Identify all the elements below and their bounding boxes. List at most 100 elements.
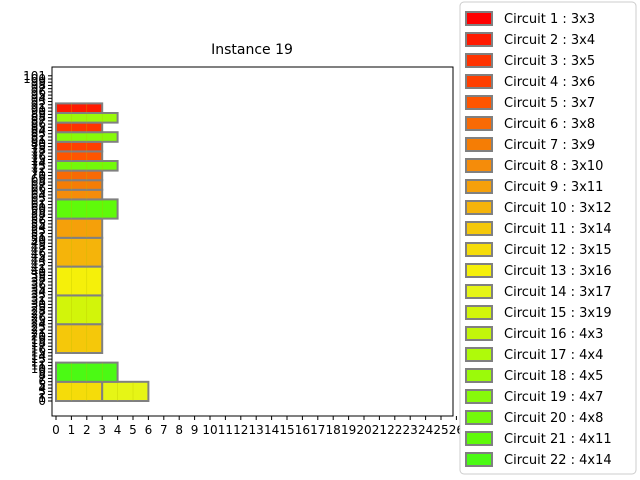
circuit-bar: [55, 150, 104, 162]
x-tick-label: 3: [98, 423, 106, 437]
y-tick-label: 37: [31, 275, 46, 289]
y-tick-label: 51: [31, 230, 46, 244]
x-tick-label: 11: [218, 423, 233, 437]
legend-label: Circuit 3 : 3x5: [504, 54, 595, 69]
legend-box: [459, 1, 637, 475]
circuit-bar: [55, 179, 104, 191]
legend-swatch: [465, 32, 493, 47]
legend-swatch: [465, 74, 493, 89]
y-tick-label: 46: [31, 246, 46, 260]
x-tick-label: 0: [52, 423, 60, 437]
legend-label: Circuit 18 : 4x5: [504, 369, 603, 384]
y-tick-label: 58: [31, 207, 46, 221]
legend-label: Circuit 9 : 3x11: [504, 180, 603, 195]
x-tick-label: 10: [202, 423, 217, 437]
x-tick-label: 22: [387, 423, 402, 437]
y-tick-label: 15: [31, 346, 46, 360]
x-tick-label: 25: [433, 423, 448, 437]
legend-swatch: [465, 389, 493, 404]
y-tick-label: 63: [31, 191, 46, 205]
x-tick-label: 5: [129, 423, 137, 437]
y-tick-label: 80: [31, 136, 46, 150]
legend-label: Circuit 20 : 4x8: [504, 411, 603, 426]
x-tick-label: 16: [295, 423, 310, 437]
y-tick-label: 75: [31, 153, 46, 167]
legend-swatch: [465, 305, 493, 320]
y-tick-label: 33: [31, 288, 46, 302]
y-tick-label: 64: [31, 188, 46, 202]
legend-label: Circuit 21 : 4x11: [504, 432, 612, 447]
y-tick-label: 86: [31, 117, 46, 131]
legend-label: Circuit 19 : 4x7: [504, 390, 603, 405]
circuit-bar: [55, 140, 104, 153]
x-tick-label: 13: [249, 423, 264, 437]
y-tick-label: 2: [38, 388, 46, 402]
legend-swatch: [465, 11, 493, 26]
legend-swatch: [465, 137, 493, 152]
y-tick-label: 56: [31, 214, 46, 228]
y-tick-label: 17: [31, 339, 46, 353]
y-tick-label: 24: [31, 317, 46, 331]
x-tick-label: 23: [403, 423, 418, 437]
legend-label: Circuit 17 : 4x4: [504, 348, 603, 363]
y-tick-label: 71: [31, 165, 46, 179]
legend-swatch: [465, 326, 493, 341]
y-tick-label: 76: [31, 149, 46, 163]
y-tick-label: 99: [31, 75, 46, 89]
plot-bars: [55, 102, 150, 402]
y-tick-label: 73: [31, 159, 46, 173]
y-tick-label: 39: [31, 268, 46, 282]
y-tick-label: 8: [38, 368, 46, 382]
circuit-bar: [55, 380, 104, 402]
y-tick-label: 72: [31, 162, 46, 176]
x-tick-label: 2: [83, 423, 91, 437]
y-tick-label: 52: [31, 227, 46, 241]
legend-swatch: [465, 221, 493, 236]
x-tick-label: 19: [341, 423, 356, 437]
y-tick-label: 69: [31, 172, 46, 186]
x-tick-label: 15: [279, 423, 294, 437]
legend-label: Circuit 1 : 3x3: [504, 12, 595, 27]
y-tick-label: 60: [31, 201, 46, 215]
plot-frame: [51, 66, 454, 417]
legend-swatch: [465, 158, 493, 173]
y-tick-label: 41: [31, 262, 46, 276]
y-tick-label: 96: [31, 85, 46, 99]
y-tick-label: 78: [31, 143, 46, 157]
y-tick-label: 68: [31, 175, 46, 189]
y-tick-label: 53: [31, 223, 46, 237]
y-tick-label: 20: [31, 330, 46, 344]
x-tick-label: 12: [233, 423, 248, 437]
legend: Circuit 1 : 3x3 Circuit 2 : 3x4 Circuit 3 …: [459, 1, 637, 475]
y-tick-label: 40: [31, 265, 46, 279]
y-tick-label: 5: [38, 378, 46, 392]
legend-swatch: [465, 53, 493, 68]
circuit-bar: [55, 265, 104, 297]
y-tick-label: 87: [31, 114, 46, 128]
legend-swatch: [465, 452, 493, 467]
legend-label: Circuit 22 : 4x14: [504, 453, 612, 468]
legend-label: Circuit 2 : 3x4: [504, 33, 595, 48]
y-tick-label: 88: [31, 111, 46, 125]
y-tick-label: 3: [38, 384, 46, 398]
y-tick-label: 54: [31, 220, 46, 234]
y-tick-label: 14: [31, 349, 46, 363]
y-tick-label: 57: [31, 210, 46, 224]
legend-label: Circuit 7 : 3x9: [504, 138, 595, 153]
legend-label: Circuit 13 : 3x16: [504, 264, 612, 279]
legend-label: Circuit 16 : 4x3: [504, 327, 603, 342]
y-tick-label: 38: [31, 272, 46, 286]
circuit-bar: [55, 294, 104, 326]
y-tick-label: 32: [31, 291, 46, 305]
x-tick-label: 6: [145, 423, 153, 437]
y-tick-label: 22: [31, 323, 46, 337]
y-tick-label: 10: [31, 362, 46, 376]
y-tick-label: 55: [31, 217, 46, 231]
y-tick-label: 12: [31, 355, 46, 369]
y-tick-label: 89: [31, 107, 46, 121]
legend-swatch: [465, 284, 493, 299]
circuit-bar: [55, 169, 104, 182]
y-tick-label: 59: [31, 204, 46, 218]
legend-swatch: [465, 116, 493, 131]
y-tick-label: 82: [31, 130, 46, 144]
